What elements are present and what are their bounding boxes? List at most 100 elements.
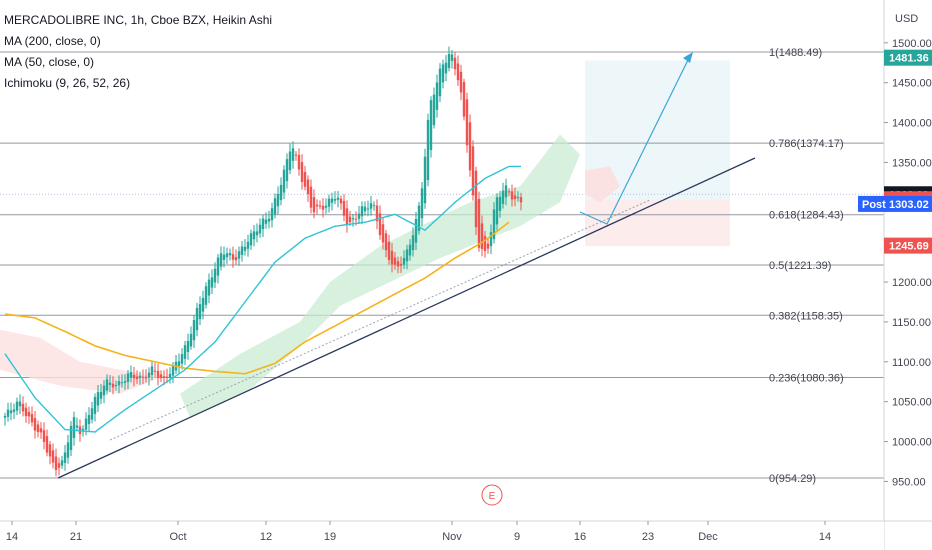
- candle-body-146: [441, 64, 445, 83]
- candle-body-67: [204, 286, 208, 305]
- candle-body-137: [414, 218, 418, 243]
- candle-body-46: [141, 376, 145, 378]
- legend-ichimoku[interactable]: Ichimoku (9, 26, 52, 26): [4, 76, 131, 90]
- candle-body-41: [126, 373, 130, 382]
- candle-body-43: [132, 374, 136, 379]
- candle-body-29: [90, 408, 94, 420]
- candle-body-80: [243, 246, 247, 251]
- candle-body-73: [222, 254, 226, 260]
- candle-body-13: [42, 430, 46, 442]
- candle-body-42: [129, 372, 133, 378]
- candle-body-62: [189, 334, 193, 347]
- candle-body-144: [435, 82, 439, 110]
- candle-body-129: [390, 250, 394, 265]
- candle-body-36: [111, 383, 115, 388]
- candle-body-116: [351, 218, 355, 220]
- event-marker: [481, 484, 503, 506]
- candle-body-34: [105, 379, 109, 391]
- candle-body-156: [471, 146, 475, 196]
- time-tick-2: Oct: [169, 531, 186, 543]
- fib-label-0: 1(1488.49): [769, 47, 822, 59]
- candle-body-120: [363, 206, 367, 212]
- candle-body-88: [267, 218, 271, 222]
- candle-body-23: [72, 417, 76, 438]
- candle-body-160: [483, 236, 487, 252]
- fib-label-2: 0.618(1284.43): [769, 210, 844, 222]
- candle-body-38: [117, 381, 121, 386]
- candle-body-170: [513, 195, 517, 200]
- candle-body-168: [507, 191, 511, 193]
- candle-body-63: [192, 320, 196, 341]
- candle-body-59: [180, 354, 184, 364]
- time-tick-10: 14: [819, 531, 831, 543]
- candle-body-77: [234, 256, 238, 261]
- price-tick-7: 1200.00: [892, 277, 932, 289]
- candle-body-27: [84, 418, 88, 430]
- candle-body-104: [315, 204, 319, 207]
- candle-body-5: [18, 401, 22, 407]
- candle-body-101: [306, 179, 310, 195]
- time-axis: 14 21 Oct 12 19 Nov 9 16 23 Dec 14: [6, 521, 831, 543]
- candle-body-75: [228, 253, 232, 256]
- candle-body-106: [321, 205, 325, 210]
- price-tag-bg-5: [884, 237, 932, 254]
- price-tick-4: 1350.00: [892, 157, 932, 169]
- projection-arrowhead: [683, 52, 693, 63]
- candle-body-121: [366, 208, 370, 210]
- legend-title[interactable]: MERCADOLIBRE INC, 1h, Cboe BZX, Heikin A…: [4, 13, 273, 27]
- candle-body-171: [516, 197, 520, 199]
- legend-ma50[interactable]: MA (50, close, 0): [4, 55, 95, 69]
- time-tick-5: Nov: [442, 531, 462, 543]
- time-tick-0: 14: [6, 531, 18, 543]
- price-tick-12: 950.00: [892, 476, 926, 488]
- candle-body-58: [177, 361, 181, 367]
- candle-body-112: [339, 198, 343, 204]
- candle-body-151: [456, 63, 460, 81]
- candle-body-0: [3, 416, 7, 418]
- candle-body-51: [156, 370, 160, 379]
- candle-body-115: [348, 216, 352, 223]
- candle-body-55: [168, 373, 172, 378]
- price-tag-bg-4: [884, 195, 932, 212]
- ma200-line: [4, 221, 510, 375]
- candle-body-145: [438, 68, 442, 97]
- candle-body-113: [342, 201, 346, 216]
- price-tag-label-0: 1481.36: [889, 53, 929, 65]
- price-tick-9: 1100.00: [892, 357, 931, 369]
- candle-body-124: [375, 205, 379, 222]
- chart-legend: MERCADOLIBRE INC, 1h, Cboe BZX, Heikin A…: [4, 10, 272, 94]
- candle-body-48: [147, 372, 151, 378]
- candle-body-108: [327, 198, 331, 207]
- candle-body-143: [432, 94, 436, 126]
- candle-body-84: [255, 231, 259, 236]
- candle-body-127: [384, 233, 388, 251]
- legend-ma200[interactable]: MA (200, close, 0): [4, 34, 101, 48]
- candle-body-76: [231, 254, 235, 260]
- price-tag-label-4: 1303.02: [889, 199, 929, 211]
- candle-body-103: [312, 197, 316, 213]
- candle-body-110: [333, 199, 337, 201]
- candle-body-50: [153, 370, 157, 372]
- candle-body-12: [39, 428, 43, 433]
- candle-body-157: [474, 170, 478, 228]
- candle-body-94: [285, 159, 289, 182]
- candle-body-140: [423, 156, 427, 204]
- time-tick-1: 21: [70, 531, 82, 543]
- candle-body-10: [33, 418, 37, 431]
- ichimoku-cloud: [0, 134, 620, 418]
- fib-label-5: 0.236(1080.36): [769, 372, 844, 384]
- candle-body-141: [426, 119, 430, 180]
- candle-body-125: [378, 213, 382, 236]
- cloud-red-right: [585, 166, 620, 203]
- fib-label-4: 0.382(1158.35): [769, 310, 843, 322]
- candle-body-147: [444, 62, 448, 74]
- candle-body-111: [336, 197, 340, 200]
- candle-body-30: [93, 397, 97, 414]
- moving-averages: [4, 165, 521, 433]
- candle-body-138: [417, 205, 421, 231]
- candle-body-49: [150, 366, 154, 376]
- candle-body-98: [297, 154, 301, 170]
- time-tick-7: 16: [574, 531, 586, 543]
- candle-body-164: [495, 197, 499, 225]
